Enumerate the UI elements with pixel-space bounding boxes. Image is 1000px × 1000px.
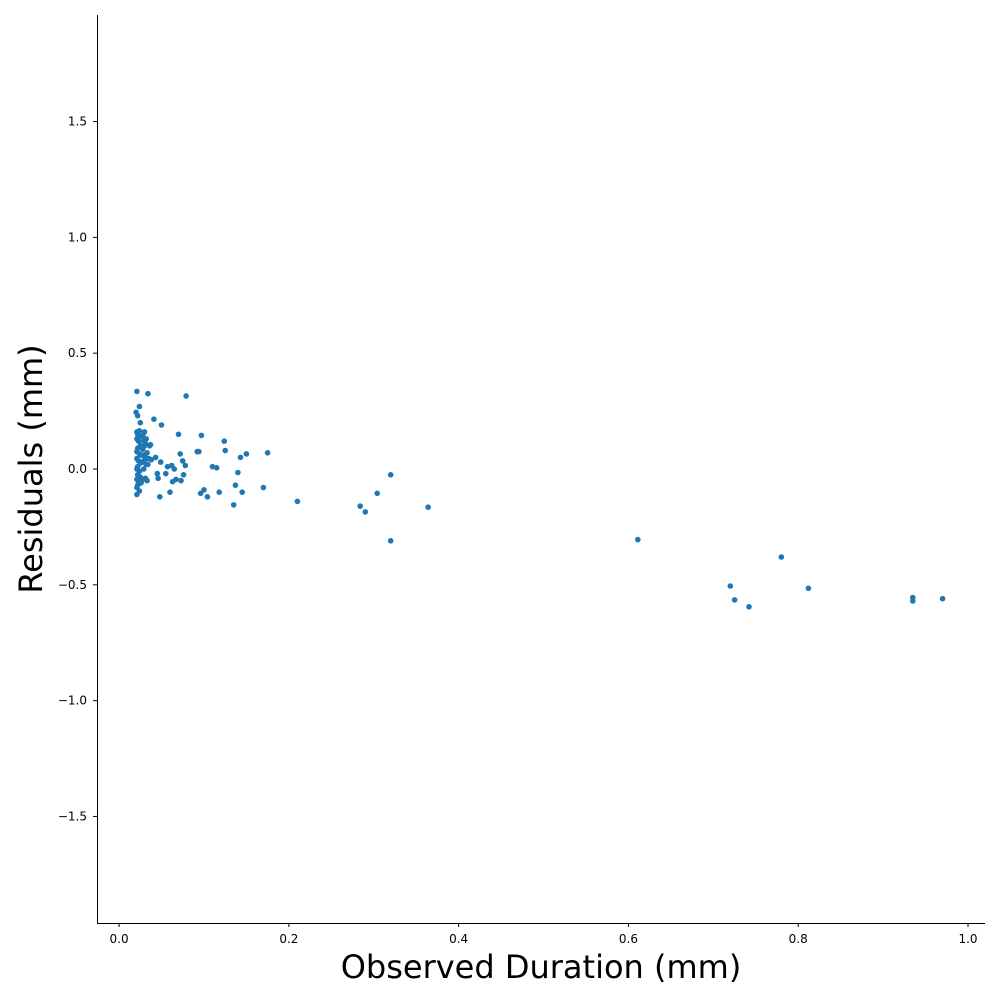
scatter-point	[243, 451, 250, 457]
y-tick-label: 0.5	[68, 346, 87, 360]
scatter-point	[134, 388, 140, 395]
scatter-point	[230, 502, 237, 508]
scatter-point	[196, 448, 202, 455]
scatter-point	[145, 390, 151, 397]
x-tick-label: 0.8	[789, 932, 808, 946]
scatter-point	[727, 583, 734, 589]
scatter-point	[154, 470, 161, 477]
scatter-point	[157, 494, 163, 500]
scatter-point	[264, 450, 271, 456]
scatter-point	[294, 498, 301, 505]
scatter-point	[746, 604, 752, 610]
scatter-point	[374, 490, 381, 497]
x-axis-ticks: 0.0 0.2 0.4 0.6 0.8 1.0	[110, 923, 978, 946]
x-tick-label: 0.0	[110, 932, 129, 946]
scatter-point	[177, 451, 183, 457]
y-axis-label: Residuals (mm)	[12, 344, 50, 593]
scatter-point	[198, 432, 205, 439]
scatter-point	[204, 494, 211, 500]
scatter-point	[155, 475, 161, 482]
scatter-points	[133, 388, 946, 610]
scatter-point	[151, 416, 157, 423]
scatter-point	[135, 438, 142, 445]
scatter-point	[173, 476, 179, 483]
scatter-point	[175, 431, 182, 438]
scatter-point	[171, 466, 178, 472]
scatter-point	[179, 458, 186, 464]
scatter-point	[157, 459, 164, 465]
scatter-point	[239, 489, 245, 496]
scatter-point	[260, 484, 267, 491]
scatter-point	[147, 441, 154, 448]
x-axis-label: Observed Duration (mm)	[341, 948, 742, 986]
scatter-point	[778, 554, 785, 560]
scatter-point	[140, 466, 147, 472]
scatter-point	[216, 489, 222, 496]
y-axis-ticks: −1.5 −1.0 −0.5 0.0 0.5 1.0 1.5	[58, 115, 97, 823]
scatter-point	[197, 490, 204, 497]
scatter-point	[221, 438, 228, 445]
scatter-point	[164, 463, 171, 470]
scatter-point	[144, 477, 150, 484]
y-tick-label: 1.0	[68, 230, 87, 244]
scatter-point	[145, 461, 151, 468]
y-tick-label: −1.5	[58, 809, 87, 823]
y-tick-label: −0.5	[58, 578, 87, 592]
scatter-point	[387, 538, 394, 544]
x-tick-label: 0.6	[619, 932, 638, 946]
scatter-point	[140, 476, 146, 483]
scatter-point	[232, 482, 239, 489]
y-tick-label: 0.0	[68, 462, 87, 476]
scatter-point	[158, 422, 165, 428]
y-tick-label: −1.0	[58, 694, 87, 708]
scatter-point	[910, 598, 916, 604]
x-tick-label: 1.0	[958, 932, 977, 946]
scatter-point	[237, 454, 244, 461]
scatter-point	[805, 585, 812, 592]
scatter-point	[635, 536, 641, 543]
scatter-point	[362, 509, 369, 515]
scatter-point	[939, 595, 946, 602]
x-tick-label: 0.2	[279, 932, 298, 946]
scatter-point	[178, 477, 184, 484]
scatter-point	[163, 470, 169, 477]
scatter-point	[152, 454, 159, 461]
scatter-point	[182, 462, 189, 469]
scatter-point	[167, 489, 173, 496]
scatter-point	[201, 487, 207, 493]
scatter-point	[148, 456, 155, 463]
scatter-point	[134, 491, 140, 498]
scatter-point	[425, 504, 431, 511]
scatter-point	[731, 597, 738, 603]
scatter-point	[357, 503, 364, 509]
scatter-point	[387, 472, 394, 478]
scatter-point	[140, 432, 146, 439]
scatter-point	[183, 393, 189, 399]
scatter-point	[213, 465, 220, 471]
scatter-point	[180, 472, 187, 478]
scatter-point	[137, 419, 144, 426]
scatter-point	[222, 447, 228, 454]
scatter-point	[235, 469, 241, 476]
y-tick-label: 1.5	[68, 115, 87, 129]
x-tick-label: 0.4	[449, 932, 468, 946]
scatter-point	[136, 403, 143, 410]
scatter-point	[209, 463, 216, 470]
scatter-point	[140, 446, 146, 453]
scatter-point	[134, 412, 141, 419]
